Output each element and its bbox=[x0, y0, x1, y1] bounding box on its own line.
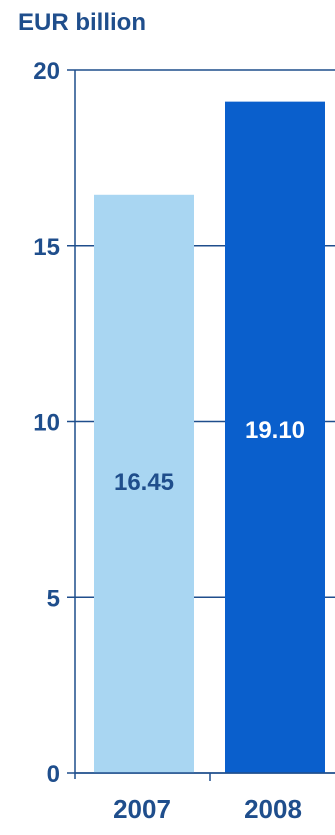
bar-2008 bbox=[225, 101, 325, 773]
y-tick-label-0: 0 bbox=[47, 761, 60, 788]
bar-2007 bbox=[94, 194, 194, 774]
y-tick-label-15: 15 bbox=[33, 234, 60, 261]
x-tick-label-2008: 2008 bbox=[244, 794, 302, 824]
data-labels: 16.45 19.10 bbox=[114, 417, 305, 496]
y-tick-label-5: 5 bbox=[47, 585, 60, 612]
x-tick-labels: 2007 2008 bbox=[113, 794, 302, 824]
y-tick-label-10: 10 bbox=[33, 410, 60, 437]
bars bbox=[94, 101, 325, 774]
x-tick-label-2007: 2007 bbox=[113, 794, 171, 824]
data-label-2007: 16.45 bbox=[114, 469, 174, 496]
data-label-2008: 19.10 bbox=[245, 417, 305, 444]
y-tick-label-20: 20 bbox=[33, 58, 60, 85]
y-tick-labels: 0 5 10 15 20 bbox=[33, 58, 60, 788]
y-axis-label: EUR billion bbox=[18, 9, 146, 36]
axes bbox=[67, 69, 335, 781]
